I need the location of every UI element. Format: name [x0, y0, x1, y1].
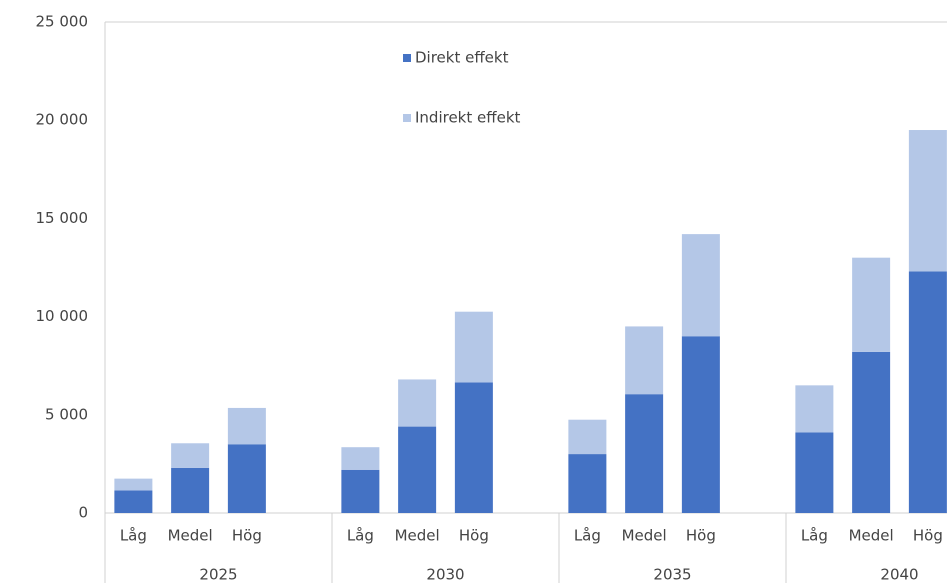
- bar-segment: [681, 336, 720, 513]
- bar-segment: [227, 407, 266, 445]
- x-tick-label: Låg: [120, 527, 147, 545]
- legend-swatch: [403, 54, 411, 62]
- bar-segment: [568, 454, 607, 513]
- x-tick-label: Låg: [801, 527, 828, 545]
- x-tick-label: Hög: [232, 527, 262, 545]
- bar-segment: [454, 382, 493, 513]
- legend-label: Direkt effekt: [415, 49, 509, 67]
- bar-segment: [171, 443, 210, 468]
- x-group-label: 2035: [653, 566, 691, 583]
- bar-segment: [852, 351, 891, 513]
- x-tick-label: Medel: [168, 527, 213, 545]
- bar-segment: [114, 490, 153, 513]
- x-tick-label: Hög: [686, 527, 716, 545]
- legend-swatch: [403, 114, 411, 122]
- bar-segment: [908, 130, 947, 272]
- bar-segment: [398, 426, 437, 513]
- y-tick-label: 25 000: [36, 13, 89, 31]
- x-tick-label: Låg: [574, 527, 601, 545]
- bar-segment: [171, 467, 210, 513]
- bar-segment: [795, 385, 834, 433]
- x-tick-label: Hög: [913, 527, 943, 545]
- x-tick-label: Medel: [849, 527, 894, 545]
- bar-segment: [568, 419, 607, 455]
- bar-segment: [625, 394, 664, 513]
- x-group-label: 2030: [426, 566, 464, 583]
- bar-segment: [114, 478, 153, 491]
- bar-segment: [681, 234, 720, 337]
- y-tick-label: 20 000: [36, 111, 89, 129]
- y-tick-label: 0: [78, 504, 88, 522]
- bar-segment: [341, 469, 380, 513]
- x-tick-label: Medel: [622, 527, 667, 545]
- bar-segment: [227, 444, 266, 513]
- y-tick-label: 10 000: [36, 307, 89, 325]
- bar-segment: [398, 379, 437, 427]
- bar-segment: [341, 447, 380, 470]
- x-group-label: 2025: [199, 566, 237, 583]
- bar-segment: [852, 257, 891, 352]
- x-tick-label: Låg: [347, 527, 374, 545]
- bar-segment: [454, 311, 493, 383]
- bar-segment: [625, 326, 664, 395]
- bar-segment: [795, 432, 834, 513]
- legend-label: Indirekt effekt: [415, 109, 520, 127]
- x-group-label: 2040: [880, 566, 918, 583]
- bar-segment: [908, 271, 947, 513]
- x-tick-label: Hög: [459, 527, 489, 545]
- y-tick-label: 15 000: [36, 209, 89, 227]
- x-tick-label: Medel: [395, 527, 440, 545]
- y-tick-label: 5 000: [45, 405, 88, 423]
